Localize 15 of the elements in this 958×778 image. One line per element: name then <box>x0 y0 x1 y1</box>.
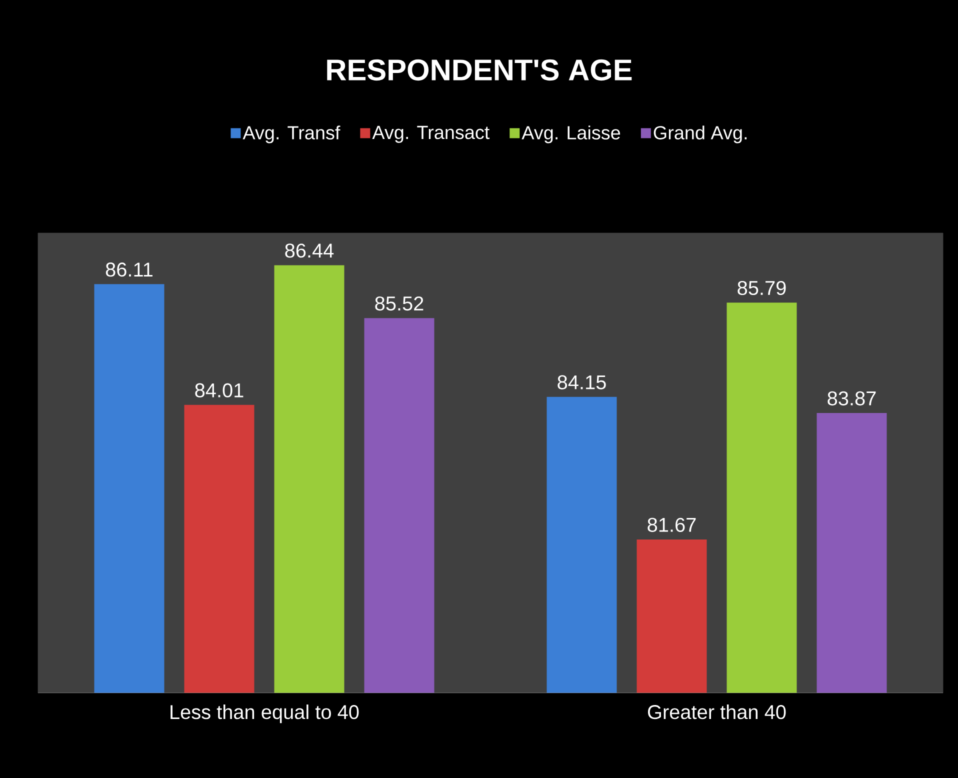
legend-label: Avg. Laisse <box>522 126 620 144</box>
data-label: 84.15 <box>558 375 606 390</box>
data-label: 86.44 <box>285 244 334 258</box>
legend-label: Avg. Transf <box>242 126 340 144</box>
data-label: 85.79 <box>738 280 786 296</box>
data-label: 86.11 <box>106 262 152 277</box>
data-label: 85.52 <box>375 296 424 311</box>
data-label: 81.67 <box>648 518 696 532</box>
chart-title: RESPONDENT'S AGE <box>327 59 632 81</box>
data-label: 83.87 <box>828 391 876 406</box>
data-label: 84.01 <box>195 383 244 398</box>
x-tick-label: Greater than 40 <box>648 704 786 720</box>
legend-label: Avg. Transact <box>372 126 490 143</box>
legend-label: Grand Avg. <box>654 126 747 144</box>
x-tick-label: Less than equal to 40 <box>170 704 359 724</box>
